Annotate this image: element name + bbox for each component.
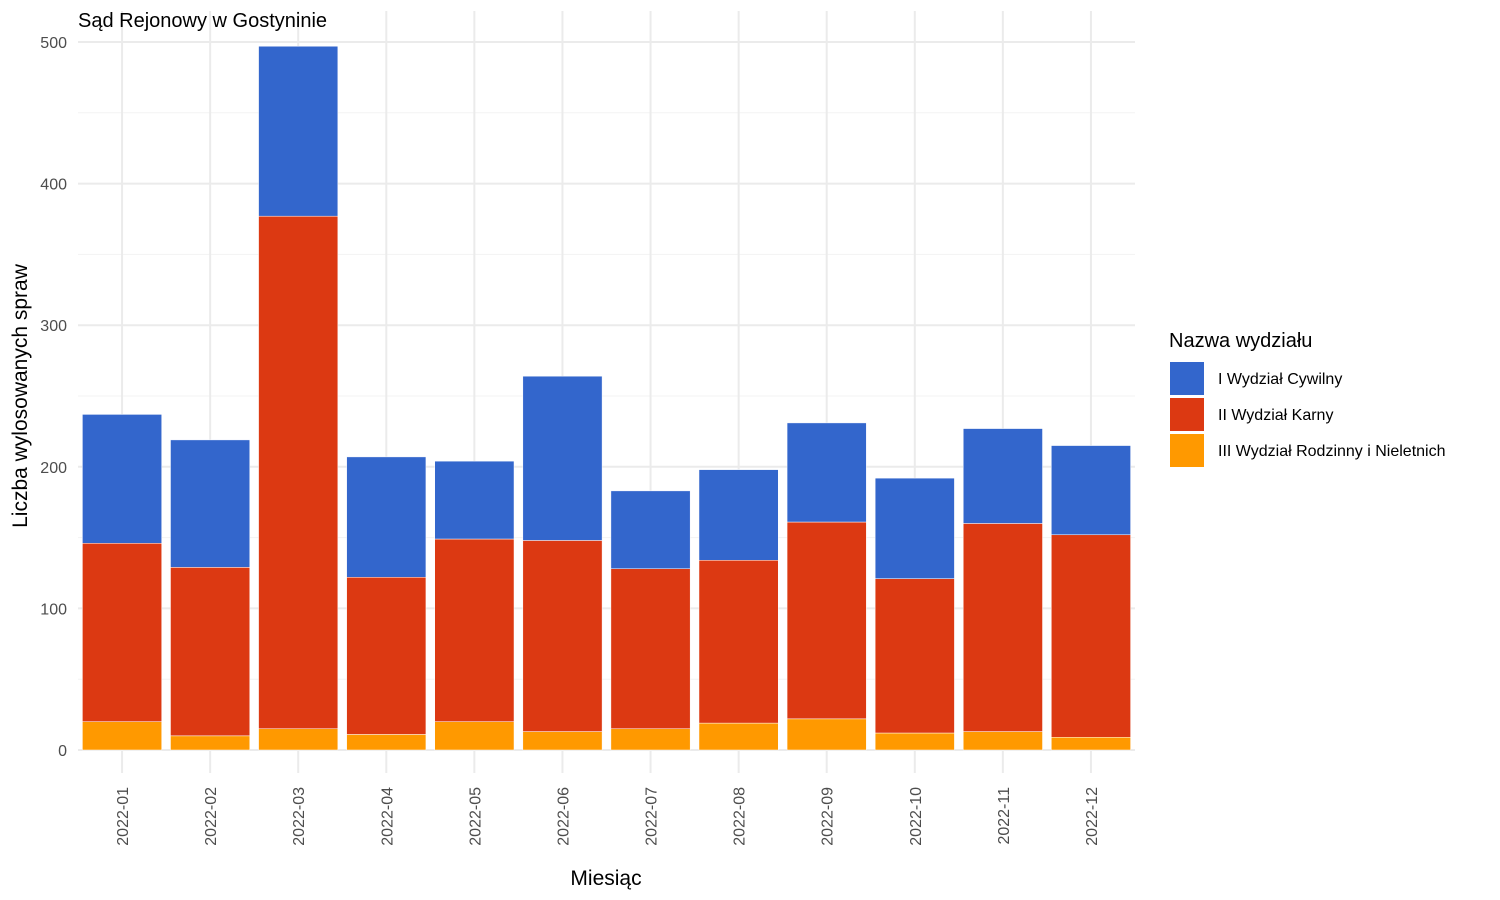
bar-segment [434, 721, 515, 751]
bar-segment [698, 722, 779, 751]
bar-segment [698, 560, 779, 724]
legend-key [1170, 362, 1204, 395]
bar-segment [1051, 534, 1131, 738]
bar-segment [258, 215, 339, 730]
chart-title: Sąd Rejonowy w Gostyninie [78, 10, 327, 32]
x-tick-label: 2022-03 [291, 787, 308, 846]
bar-segment [258, 45, 339, 217]
x-tick-label: 2022-06 [555, 787, 572, 846]
y-tick-label: 200 [40, 460, 67, 477]
bar-segment [82, 721, 162, 751]
bar-segment [346, 576, 427, 735]
x-axis-ticks: 2022-01 2022-02 2022-03 2022-04 2022-05 2022-… [115, 787, 1101, 846]
bar-segment [82, 414, 162, 544]
legend-label: II Wydział Karny [1218, 407, 1333, 424]
bar-segment [698, 469, 779, 561]
y-tick-label: 500 [40, 35, 67, 52]
bar-segment [962, 731, 1043, 751]
x-tick-label: 2022-02 [203, 787, 220, 846]
legend-key [1170, 398, 1204, 431]
y-tick-label: 0 [58, 743, 67, 760]
bars [82, 45, 1131, 751]
bar-segment [434, 538, 515, 722]
bar-segment [522, 731, 603, 751]
bar-segment [170, 567, 251, 737]
bar-segment [1051, 445, 1131, 536]
x-tick-label: 2022-12 [1084, 787, 1101, 846]
bar-segment [786, 521, 867, 720]
bar-segment [258, 728, 339, 751]
bar-segment [962, 428, 1043, 524]
bar-segment [786, 422, 867, 523]
legend-key [1170, 434, 1204, 467]
x-axis-title: Miesiąc [570, 867, 641, 890]
bar-segment [874, 477, 955, 579]
bar-segment [610, 568, 691, 730]
bar-segment [1051, 737, 1131, 751]
legend: Nazwa wydziału I Wydział Cywilny II Wydzi… [1169, 330, 1446, 467]
x-tick-label: 2022-10 [908, 787, 925, 846]
x-tick-label: 2022-01 [115, 787, 132, 846]
bar-segment [874, 578, 955, 734]
bar-segment [962, 523, 1043, 732]
bar-segment [170, 735, 251, 751]
bar-segment [874, 732, 955, 751]
bar-segment [82, 543, 162, 722]
y-axis-title: Liczba wylosowanych spraw [9, 263, 32, 528]
legend-label: III Wydział Rodzinny i Nieletnich [1218, 443, 1446, 460]
y-tick-label: 300 [40, 318, 67, 335]
bar-segment [346, 456, 427, 578]
y-tick-label: 100 [40, 601, 67, 618]
bar-segment [610, 490, 691, 570]
x-tick-label: 2022-08 [732, 787, 749, 846]
bar-segment [170, 439, 251, 568]
bar-segment [786, 718, 867, 751]
y-tick-label: 400 [40, 177, 67, 194]
bar-segment [610, 728, 691, 751]
x-tick-label: 2022-05 [467, 787, 484, 846]
x-tick-label: 2022-07 [644, 787, 661, 846]
legend-title: Nazwa wydziału [1169, 330, 1312, 352]
legend-label: I Wydział Cywilny [1218, 371, 1342, 388]
bar-segment [434, 460, 515, 540]
y-axis-ticks: 0 100 200 300 400 500 [40, 35, 67, 760]
bar-segment [522, 375, 603, 541]
bar-segment [522, 540, 603, 732]
x-tick-label: 2022-04 [379, 787, 396, 846]
x-tick-label: 2022-11 [996, 787, 1013, 845]
bar-segment [346, 734, 427, 751]
x-tick-label: 2022-09 [820, 787, 837, 846]
